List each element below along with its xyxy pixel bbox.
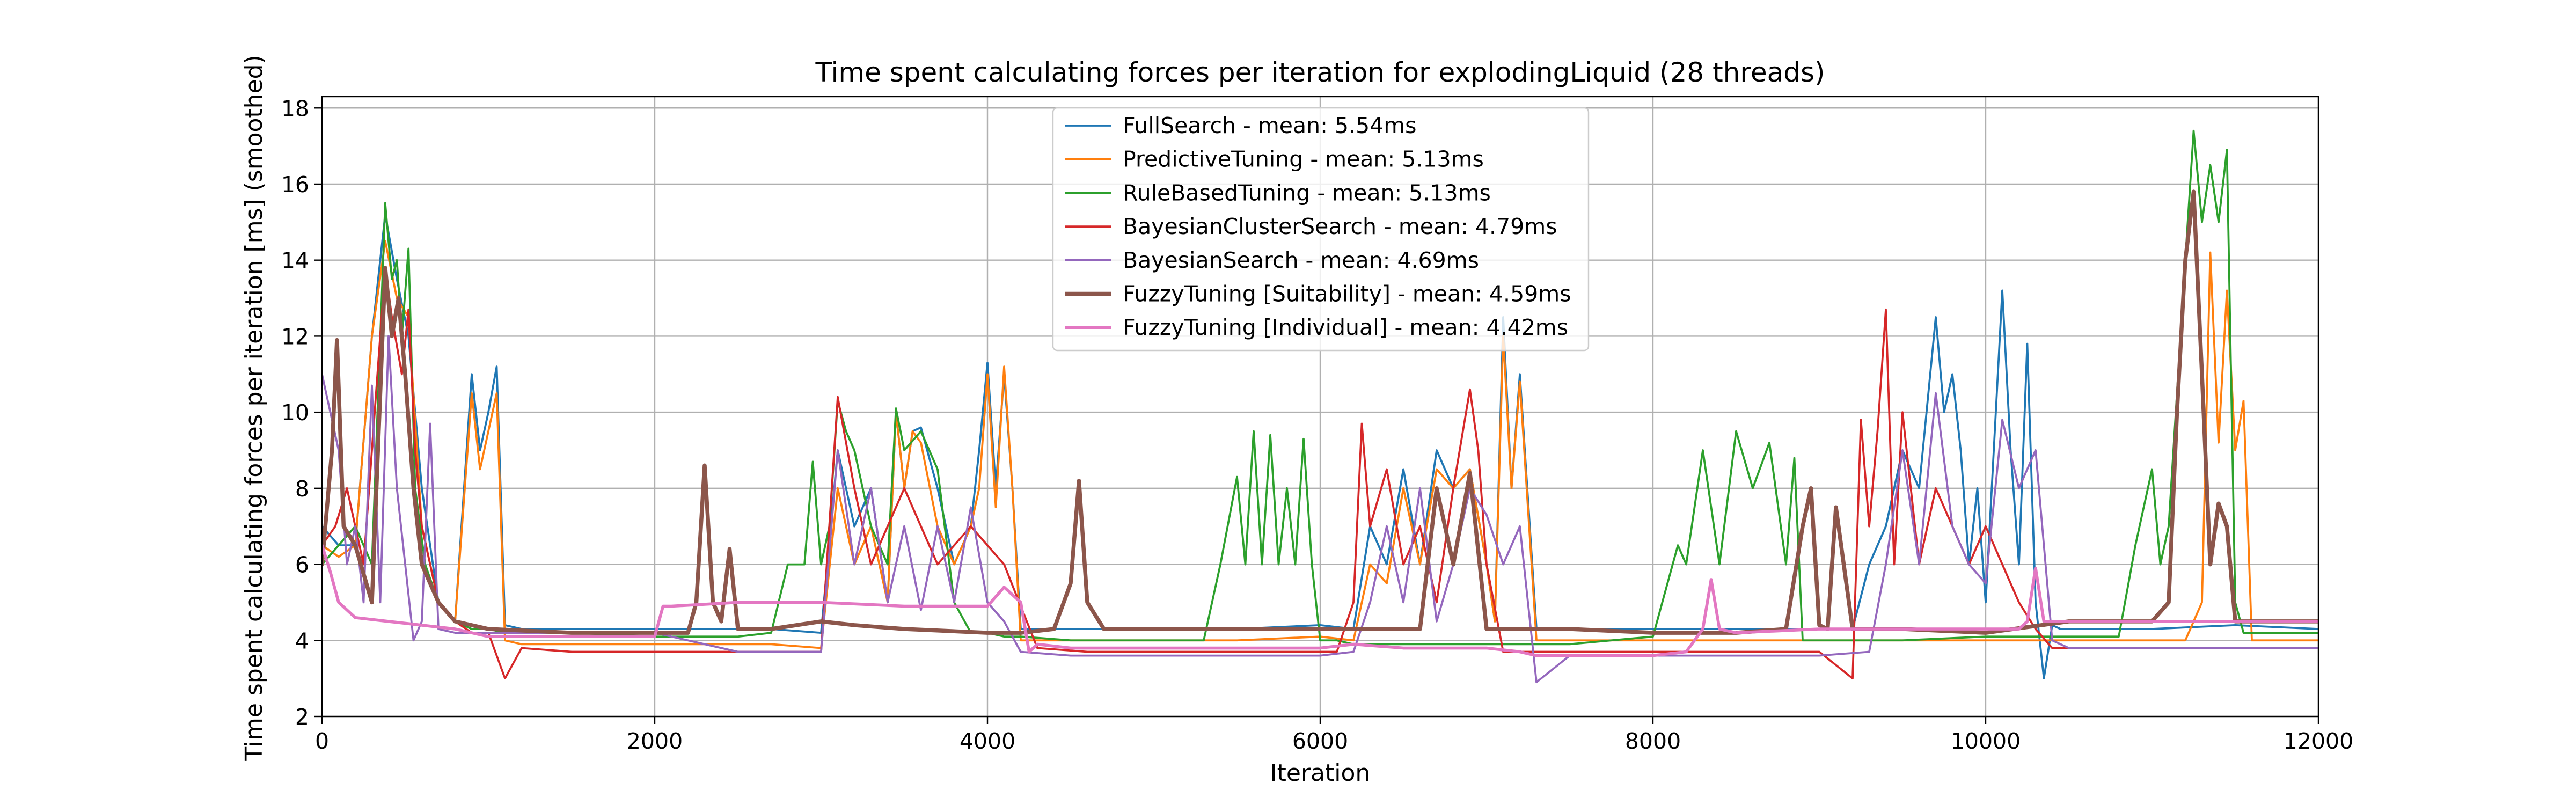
legend-box xyxy=(1052,107,1590,352)
y-tick-label: 10 xyxy=(281,400,309,426)
legend-entry-label: FuzzyTuning [Suitability] - mean: 4.59ms xyxy=(1123,281,1571,307)
y-tick-label: 12 xyxy=(281,324,309,349)
x-tick-label: 8000 xyxy=(1625,728,1681,754)
y-tick-label: 18 xyxy=(281,96,309,121)
x-tick-label: 2000 xyxy=(627,728,683,754)
x-tick-label: 12000 xyxy=(2284,728,2353,754)
x-tick-label: 6000 xyxy=(1292,728,1348,754)
x-axis-label: Iteration xyxy=(1270,759,1371,787)
y-tick-label: 8 xyxy=(295,476,309,502)
y-axis-label: Time spent calculating forces per iterat… xyxy=(240,55,268,762)
chart-title: Time spent calculating forces per iterat… xyxy=(815,57,1825,88)
y-tick-label: 2 xyxy=(295,704,309,730)
axis-ticks: 0 2000 4000 6000 8000 10000 12000 2 4 6 8 10 12 14 16 1… xyxy=(281,96,2353,754)
y-tick-label: 4 xyxy=(295,628,309,654)
legend-entry-label: RuleBasedTuning - mean: 5.13ms xyxy=(1123,180,1491,206)
x-tick-label: 4000 xyxy=(960,728,1015,754)
y-tick-label: 14 xyxy=(281,248,309,274)
series-lines xyxy=(322,129,2318,684)
series-line-4 xyxy=(322,335,2318,684)
legend-entry-label: BayesianClusterSearch - mean: 4.79ms xyxy=(1123,214,1557,239)
legend: FullSearch - mean: 5.54ms PredictiveTunin… xyxy=(1052,107,1590,352)
series-line-3 xyxy=(322,267,2318,679)
legend-entry-label: FullSearch - mean: 5.54ms xyxy=(1123,113,1417,138)
y-tick-label: 16 xyxy=(281,172,309,197)
series-line-1 xyxy=(322,240,2318,649)
y-tick-label: 6 xyxy=(295,552,309,578)
legend-entry-label: BayesianSearch - mean: 4.69ms xyxy=(1123,247,1479,273)
legend-entry-label: FuzzyTuning [Individual] - mean: 4.42ms xyxy=(1123,314,1568,340)
x-tick-label: 10000 xyxy=(1951,728,2021,754)
legend-entry-label: PredictiveTuning - mean: 5.13ms xyxy=(1123,147,1484,172)
x-tick-label: 0 xyxy=(315,728,329,754)
series-line-6 xyxy=(322,544,2318,657)
